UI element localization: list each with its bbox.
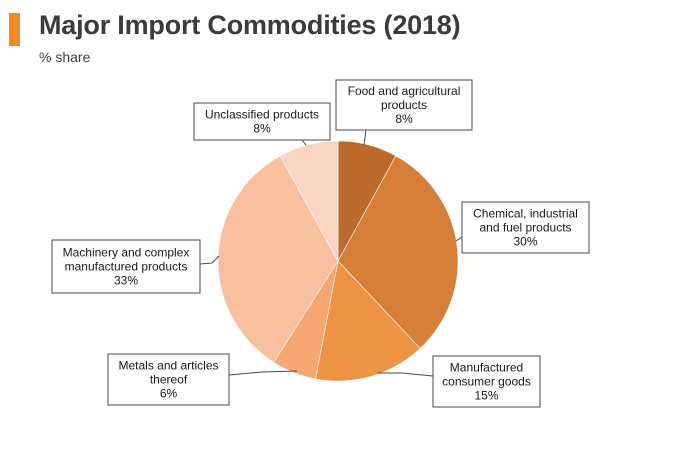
- pie-slice: [337, 155, 459, 349]
- slice-category-label: consumer goods: [442, 375, 531, 389]
- slice-label-box: [335, 79, 473, 131]
- leader-line: [363, 129, 367, 146]
- slice-category-label: manufactured products: [65, 260, 188, 274]
- slice-category-label: Food and agricultural: [348, 84, 461, 98]
- chart-title: Major Import Commodities (2018): [39, 10, 461, 40]
- slice-category-label: Machinery and complex: [63, 246, 190, 260]
- slice-category-label: thereof: [150, 373, 188, 387]
- slice-label-box: [193, 102, 331, 141]
- leader-line: [199, 255, 220, 265]
- leader-line: [455, 236, 463, 242]
- slice-label-box: [461, 201, 590, 254]
- leader-line: [378, 372, 434, 377]
- slice-category-label: Chemical, industrial: [473, 207, 578, 221]
- slice-label-box: [432, 355, 541, 408]
- chart-subtitle: % share: [39, 49, 91, 65]
- slice-category-label: products: [381, 98, 427, 112]
- slice-category-label: and fuel products: [479, 221, 571, 235]
- pie-slice: [315, 260, 421, 382]
- slice-category-label: Unclassified products: [205, 108, 319, 122]
- slice-value-label: 8%: [395, 112, 413, 126]
- pie-slice: [279, 140, 339, 262]
- leader-line: [228, 370, 298, 376]
- slice-value-label: 15%: [474, 389, 498, 403]
- slice-category-label: Manufactured: [450, 361, 523, 375]
- slice-label-box: [107, 353, 230, 406]
- leader-line: [301, 139, 307, 146]
- slice-value-label: 8%: [253, 122, 271, 136]
- slice-category-label: Metals and articles: [118, 359, 218, 373]
- slice-value-label: 30%: [513, 235, 537, 249]
- title-accent-bar: [9, 13, 20, 46]
- slice-label-box: [51, 239, 201, 294]
- slice-value-label: 6%: [160, 387, 178, 401]
- slice-value-label: 33%: [114, 274, 138, 288]
